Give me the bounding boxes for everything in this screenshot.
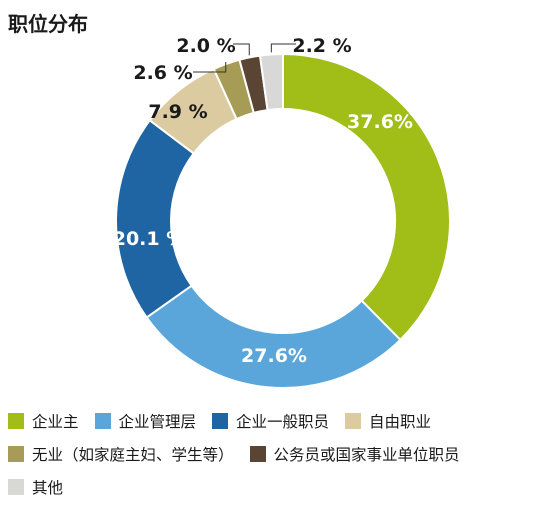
legend-item: 企业一般职员 (212, 410, 329, 432)
slice-6 (258, 52, 284, 112)
data-labels: 37.6% 27.6% 20.1 % 7.9 % 2.6 % 2.0 % 2.2 % (113, 35, 413, 367)
legend-swatch (8, 412, 24, 429)
chart-title: 职位分布 (8, 12, 88, 36)
donut-slices (115, 52, 451, 389)
legend-label: 企业管理层 (118, 412, 197, 431)
legend-swatch (249, 445, 266, 462)
legend-swatch (94, 412, 111, 429)
legend-swatch (345, 412, 362, 429)
donut-chart: 37.6% 27.6% 20.1 % 7.9 % 2.6 % 2.0 % 2.2 % (113, 35, 451, 389)
legend-row-0: 企业主 企业管理层 企业一般职员 自由职业 (8, 404, 548, 437)
leader-line-5 (233, 43, 250, 56)
data-label-5: 2.0 % (176, 35, 235, 57)
legend-label: 企业主 (32, 412, 79, 431)
legend-row-1: 无业（如家庭主妇、学生等） 公务员或国家事业单位职员 (8, 437, 548, 470)
data-label-3: 7.9 % (148, 101, 207, 123)
data-label-4: 2.6 % (133, 62, 192, 84)
legend-item: 企业管理层 (94, 410, 197, 432)
legend-item: 无业（如家庭主妇、学生等） (8, 443, 234, 465)
chart-legend: 企业主 企业管理层 企业一般职员 自由职业无业（如家庭主妇、学生等） 公务员或国家事业单… (8, 404, 548, 503)
legend-swatch (212, 412, 229, 429)
leader-line-6 (270, 43, 296, 53)
slice-0 (282, 52, 451, 342)
legend-label: 公务员或国家事业单位职员 (273, 445, 460, 464)
legend-swatch (8, 445, 24, 462)
legend-label: 企业一般职员 (236, 412, 330, 431)
legend-item: 自由职业 (345, 410, 431, 432)
slice-2 (115, 118, 196, 319)
data-label-6: 2.2 % (292, 35, 351, 57)
legend-row-2: 其他 (8, 470, 548, 503)
slice-1 (145, 284, 402, 389)
data-label-1: 27.6% (241, 345, 307, 367)
legend-swatch (8, 478, 24, 495)
data-label-0: 37.6% (347, 111, 413, 133)
leader-lines (193, 43, 296, 73)
legend-item: 企业主 (8, 410, 79, 432)
legend-label: 无业（如家庭主妇、学生等） (32, 445, 234, 464)
leader-line-4 (193, 61, 227, 73)
legend-label: 其他 (32, 478, 64, 497)
data-label-2: 20.1 % (113, 228, 186, 250)
legend-item: 公务员或国家事业单位职员 (249, 443, 460, 465)
legend-label: 自由职业 (369, 412, 432, 431)
legend-item: 其他 (8, 476, 63, 498)
